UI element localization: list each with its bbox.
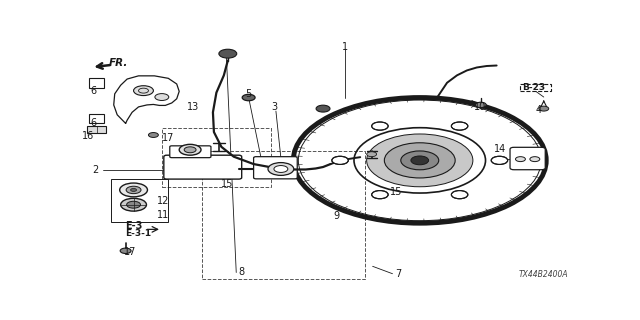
Text: E-3: E-3 [125,221,142,231]
Text: 14: 14 [494,144,506,154]
Text: 15: 15 [221,179,234,189]
Circle shape [530,157,540,162]
Circle shape [155,93,169,100]
Circle shape [184,147,196,153]
Circle shape [134,86,154,96]
Bar [88,126,106,133]
Circle shape [372,122,388,130]
Text: 2: 2 [93,165,99,175]
Text: 3: 3 [271,102,277,112]
Text: 13: 13 [187,102,199,112]
Circle shape [274,165,288,172]
Circle shape [367,134,473,187]
Circle shape [401,151,439,170]
Bar [520,84,551,92]
Text: FR.: FR. [109,58,128,68]
Circle shape [451,122,468,130]
Circle shape [127,201,141,208]
Text: 16: 16 [82,131,94,141]
Circle shape [539,106,548,111]
Text: E-3-1: E-3-1 [125,228,151,237]
Text: 10: 10 [474,102,486,112]
Text: 11: 11 [157,210,169,220]
Text: 8: 8 [239,268,245,277]
Bar [111,179,168,222]
Circle shape [121,198,147,211]
Circle shape [131,188,136,191]
Bar [202,150,365,279]
Text: 17: 17 [124,246,136,257]
Bar [162,128,271,188]
Text: TX44B2400A: TX44B2400A [519,270,568,279]
Text: B-23: B-23 [522,84,545,92]
Circle shape [120,183,147,197]
Circle shape [332,156,348,164]
Text: 9: 9 [333,211,339,221]
Circle shape [385,143,455,178]
Text: 4: 4 [536,105,542,115]
Text: 17: 17 [162,133,174,143]
Circle shape [268,163,294,175]
Bar [89,78,104,88]
Circle shape [179,144,201,155]
Text: 7: 7 [395,269,401,279]
Text: 12: 12 [157,196,169,206]
Circle shape [367,152,376,157]
Text: 5: 5 [246,89,252,99]
Circle shape [411,156,429,165]
Circle shape [492,156,508,164]
Circle shape [451,191,468,199]
Text: 6: 6 [91,86,97,96]
FancyBboxPatch shape [170,146,211,158]
Circle shape [372,191,388,199]
FancyBboxPatch shape [164,155,242,179]
Circle shape [515,157,525,162]
FancyBboxPatch shape [253,157,297,179]
Circle shape [219,49,237,58]
Circle shape [242,94,255,101]
Circle shape [120,248,131,253]
Circle shape [126,186,141,194]
Circle shape [148,132,158,138]
Bar [89,114,104,124]
Text: 6: 6 [91,118,97,128]
Text: 1: 1 [342,42,348,52]
FancyBboxPatch shape [510,147,545,170]
Circle shape [476,102,486,108]
Text: 15: 15 [390,188,403,197]
Circle shape [316,105,330,112]
